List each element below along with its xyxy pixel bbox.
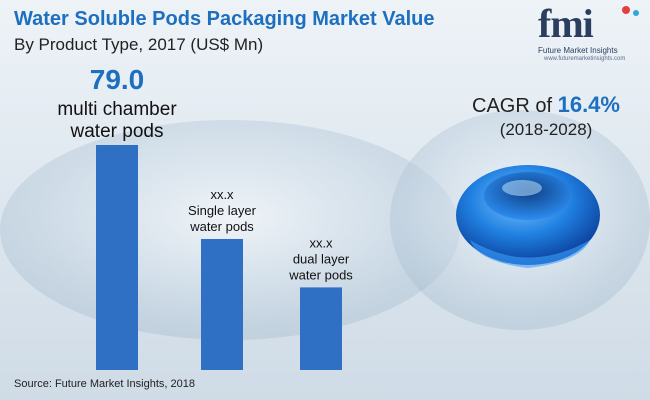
- bar-2-category-label: Single layer: [188, 203, 257, 218]
- bar-3: [300, 287, 342, 370]
- source-note: Source: Future Market Insights, 2018: [14, 378, 195, 390]
- logo-dot-red: [622, 6, 630, 14]
- chart-title: Water Soluble Pods Packaging Market Valu…: [14, 8, 435, 30]
- logo-url: www.futuremarketinsights.com: [544, 56, 626, 62]
- bar-3-value-label: xx.x: [309, 235, 333, 250]
- bar-1-category-label: multi chamber: [57, 99, 177, 120]
- bar-2: [201, 238, 243, 370]
- cagr-value: 16.4%: [557, 92, 620, 117]
- bar-1: [96, 145, 138, 370]
- bar-2-category-label: water pods: [189, 219, 254, 234]
- bar-3-category-label: water pods: [288, 267, 353, 282]
- bar-1-value-label: 79.0: [90, 64, 145, 95]
- cagr-period: (2018-2028): [499, 120, 593, 139]
- blue-pod-image: [456, 165, 600, 268]
- chart-subtitle: By Product Type, 2017 (US$ Mn): [14, 35, 264, 54]
- logo-text: fmi: [538, 1, 594, 46]
- bar-1-category-label: water pods: [70, 121, 164, 142]
- bar-3-category-label: dual layer: [293, 251, 350, 266]
- logo-subtitle: Future Market Insights: [538, 46, 618, 55]
- logo-dot-blue: [633, 10, 639, 16]
- bar-2-value-label: xx.x: [210, 187, 234, 202]
- fmi-logo: fmi Future Market Insights www.futuremar…: [538, 4, 646, 64]
- cagr-callout: CAGR of 16.4%: [456, 92, 636, 118]
- cagr-prefix: CAGR of: [472, 95, 553, 117]
